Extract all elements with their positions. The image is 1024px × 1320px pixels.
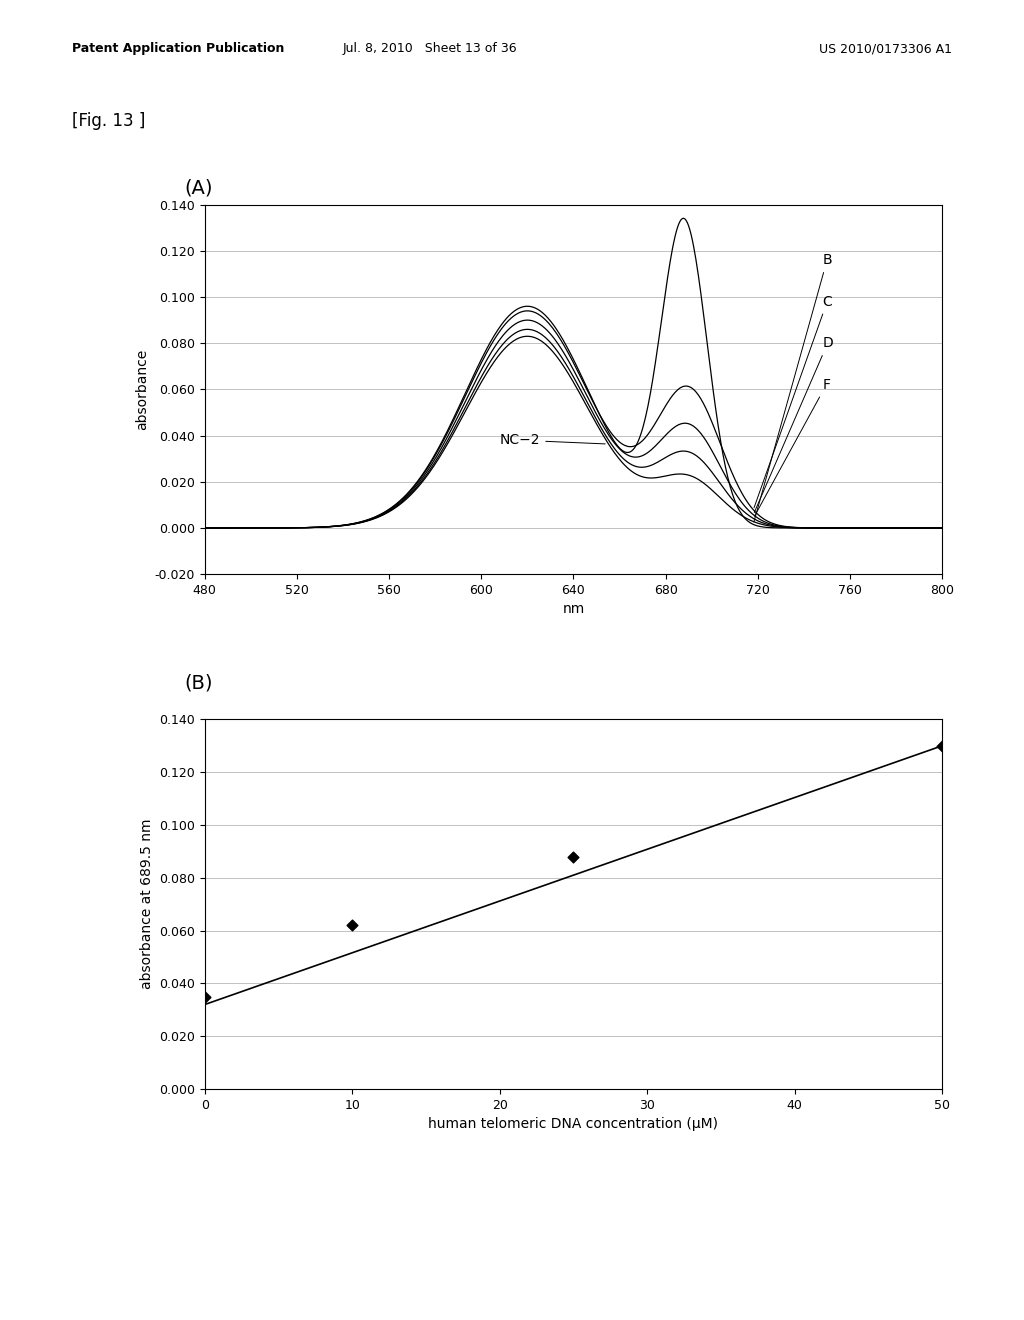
Point bbox=[565, 846, 582, 867]
Point bbox=[197, 986, 213, 1007]
Text: D: D bbox=[755, 337, 833, 512]
Text: NC−2: NC−2 bbox=[500, 433, 605, 447]
Text: B: B bbox=[754, 253, 831, 521]
Text: (A): (A) bbox=[184, 178, 213, 197]
X-axis label: human telomeric DNA concentration (μM): human telomeric DNA concentration (μM) bbox=[428, 1117, 719, 1131]
Y-axis label: absorbance: absorbance bbox=[135, 348, 150, 430]
Text: Jul. 8, 2010   Sheet 13 of 36: Jul. 8, 2010 Sheet 13 of 36 bbox=[343, 42, 517, 55]
Text: C: C bbox=[754, 294, 833, 508]
Text: (B): (B) bbox=[184, 673, 213, 692]
X-axis label: nm: nm bbox=[562, 602, 585, 616]
Text: US 2010/0173306 A1: US 2010/0173306 A1 bbox=[819, 42, 952, 55]
Text: Patent Application Publication: Patent Application Publication bbox=[72, 42, 284, 55]
Text: [Fig. 13 ]: [Fig. 13 ] bbox=[72, 112, 145, 131]
Text: F: F bbox=[755, 378, 830, 516]
Point bbox=[344, 915, 360, 936]
Y-axis label: absorbance at 689.5 nm: absorbance at 689.5 nm bbox=[139, 818, 154, 990]
Point bbox=[934, 735, 950, 756]
